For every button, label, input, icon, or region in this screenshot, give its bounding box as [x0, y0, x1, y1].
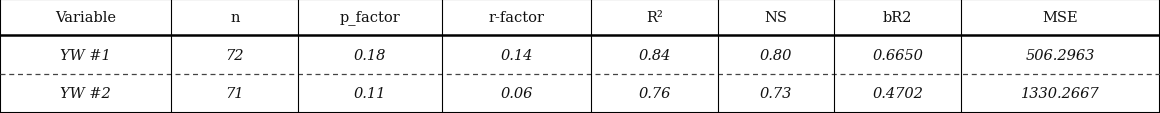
Text: bR2: bR2	[883, 11, 912, 25]
Text: 0.84: 0.84	[638, 48, 670, 62]
Text: Variable: Variable	[56, 11, 116, 25]
Text: 0.4702: 0.4702	[872, 87, 923, 101]
Text: 0.14: 0.14	[500, 48, 532, 62]
Text: r-factor: r-factor	[488, 11, 544, 25]
Text: 0.80: 0.80	[760, 48, 792, 62]
Text: 506.2963: 506.2963	[1025, 48, 1095, 62]
Text: n: n	[230, 11, 239, 25]
Text: R²: R²	[646, 11, 664, 25]
Text: 72: 72	[225, 48, 244, 62]
Text: 0.06: 0.06	[500, 87, 532, 101]
Text: 71: 71	[225, 87, 244, 101]
Text: 0.6650: 0.6650	[872, 48, 923, 62]
Text: YW #1: YW #1	[60, 48, 111, 62]
Text: NS: NS	[764, 11, 788, 25]
Text: 0.18: 0.18	[354, 48, 386, 62]
Text: 0.11: 0.11	[354, 87, 386, 101]
Text: 0.76: 0.76	[638, 87, 670, 101]
Text: MSE: MSE	[1043, 11, 1079, 25]
Text: p_factor: p_factor	[340, 11, 400, 25]
Text: YW #2: YW #2	[60, 87, 111, 101]
Text: 0.73: 0.73	[760, 87, 792, 101]
Text: 1330.2667: 1330.2667	[1021, 87, 1100, 101]
